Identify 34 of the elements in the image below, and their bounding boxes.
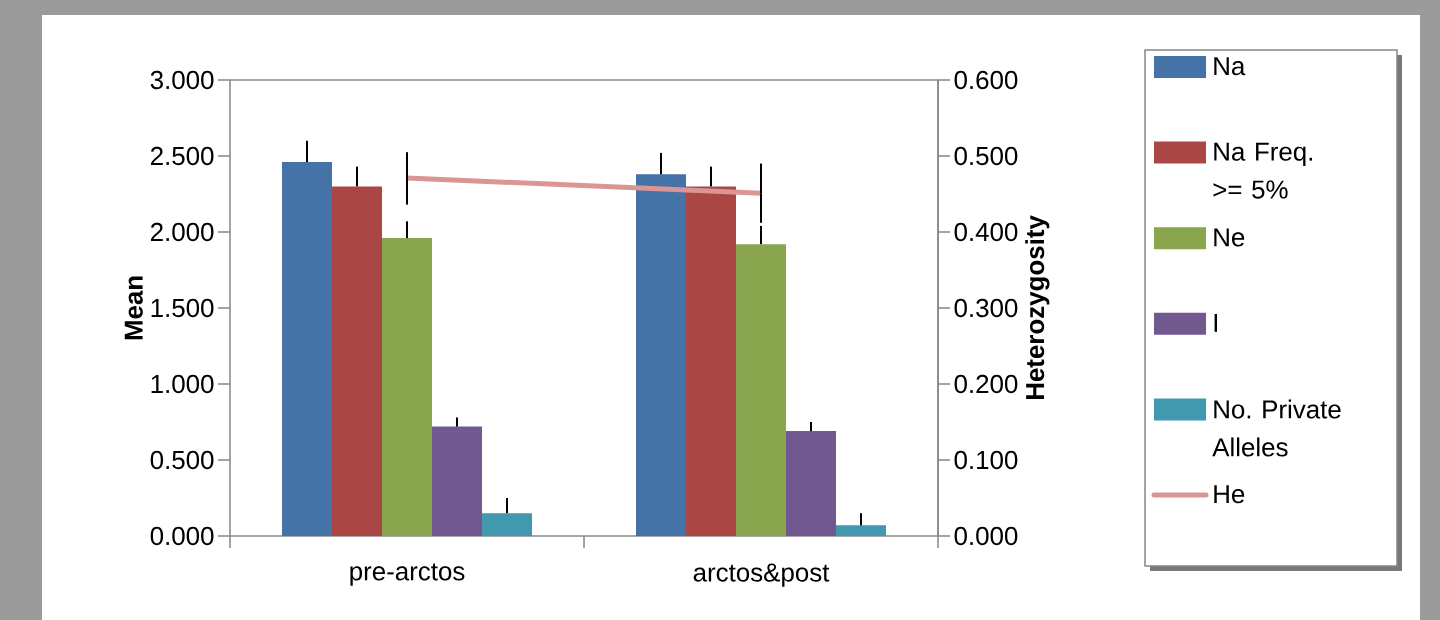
x-tick-label: arctos&post [693,563,830,587]
y-tick-label: 3.000 [150,70,214,90]
y2-axis-title: Heterozygosity [1025,215,1050,400]
bar [482,513,533,536]
y-tick-label: 1.000 [151,374,214,394]
x-tick-label: pre-arctos [350,563,465,586]
y-tick-label: 1.500 [151,298,214,318]
y-tick-label: 2.000 [150,222,214,242]
y-axis-title: Mean [124,276,143,340]
y-tick-label: 2.500 [150,146,214,166]
bar [282,162,333,536]
y2-tick-label: 0.200 [954,374,1018,394]
y2-tick-label: 0.000 [954,526,1018,546]
legend-label: He [1214,485,1245,504]
legend-label: Na Freq. >= 5% [1213,142,1313,199]
y2-tick-label: 0.100 [954,450,1018,470]
bar [382,238,433,536]
legend-label: I [1214,313,1218,332]
y2-tick-label: 0.500 [954,146,1018,166]
y-tick-label: 0.000 [150,526,214,546]
legend-label: No. Private Alleles [1212,399,1341,457]
legend-label: Na [1214,57,1246,76]
bar [736,244,787,536]
y2-tick-label: 0.600 [954,70,1018,90]
bar [332,186,383,536]
y2-tick-label: 0.400 [954,222,1018,242]
bar [836,525,887,536]
y-tick-label: 0.500 [150,450,214,470]
bar [686,186,737,536]
bar [432,426,483,536]
y2-tick-label: 0.300 [954,298,1018,318]
bar [786,431,837,536]
bar [636,174,687,536]
legend-label: Ne [1214,228,1245,247]
